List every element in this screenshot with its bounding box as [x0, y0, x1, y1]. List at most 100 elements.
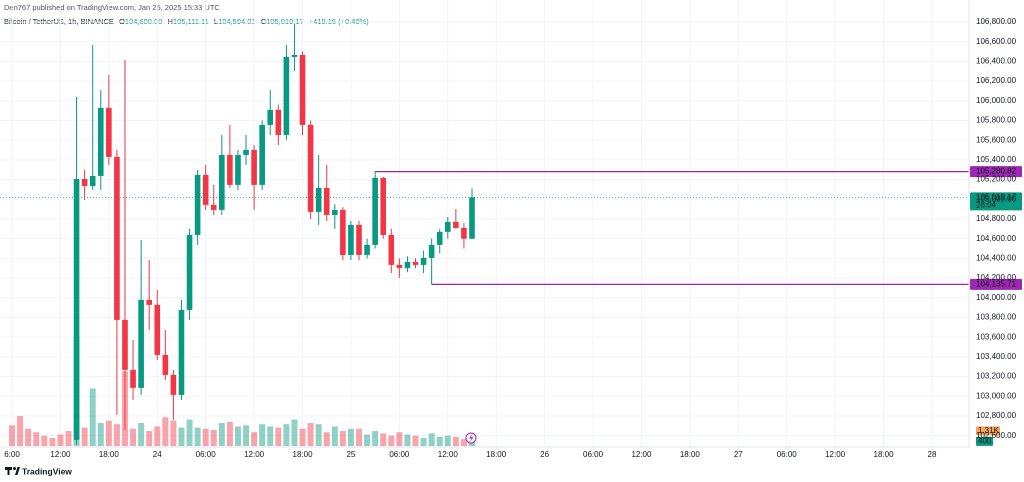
y-tick-label: 104,000.00 — [976, 293, 1017, 302]
volume-bar — [194, 427, 201, 446]
x-tick-label: 06:00 — [777, 450, 798, 459]
countdown: 26:04 — [976, 200, 997, 209]
volume-bar — [234, 426, 241, 446]
volume-bar — [315, 424, 322, 446]
y-tick-label: 106,600.00 — [976, 37, 1017, 46]
volume-bar — [347, 428, 354, 446]
volume-bar — [323, 432, 330, 446]
volume-bar — [65, 431, 72, 446]
volume-bar — [17, 416, 24, 446]
volume-bar — [105, 420, 112, 446]
y-tick-label: 105,400.00 — [976, 155, 1017, 164]
candle-body — [332, 209, 338, 215]
lightning-icon — [465, 432, 477, 444]
candle-body — [194, 174, 201, 235]
x-tick-label: 25 — [346, 450, 355, 459]
candle-body — [154, 304, 161, 355]
tradingview-logo: TradingView — [5, 466, 72, 476]
x-tick-label: 18:00 — [874, 450, 895, 459]
volume-last-label: 400 — [978, 437, 992, 446]
candle-body — [138, 299, 144, 388]
volume-bar — [339, 431, 346, 446]
volume-bar — [9, 425, 15, 446]
volume-bar — [275, 427, 282, 446]
candle-body — [186, 234, 193, 310]
candle-body — [73, 178, 80, 440]
x-tick-label: 27 — [734, 450, 743, 459]
volume-bar — [251, 432, 258, 446]
publisher: Den767 published on TradingView.com, Jan… — [4, 3, 220, 12]
x-tick-label: 18:00 — [293, 450, 314, 459]
volume-bar — [356, 428, 363, 446]
volume-bar — [364, 434, 371, 446]
brand: TradingView — [22, 466, 72, 476]
y-tick-label: 103,600.00 — [976, 332, 1017, 341]
level-box — [970, 278, 1022, 290]
y-tick-label: 104,800.00 — [976, 214, 1017, 223]
y-tick-label: 102,600.00 — [976, 431, 1017, 440]
volume-bar — [452, 436, 459, 446]
volume-bar — [25, 428, 32, 446]
y-tick-label: 106,400.00 — [976, 56, 1017, 65]
volume-bar — [460, 439, 467, 446]
y-tick-label: 105,600.00 — [976, 135, 1017, 144]
x-tick-label: 6:00 — [4, 450, 20, 459]
volume-bar — [130, 428, 137, 446]
x-tick-label: 06:00 — [389, 450, 410, 459]
candle-body — [380, 177, 387, 235]
level-box — [970, 166, 1022, 178]
candle-body — [396, 264, 403, 268]
volume-bar — [436, 436, 443, 446]
x-tick-label: 12:00 — [438, 450, 459, 459]
grid — [0, 0, 969, 447]
candle-body — [259, 124, 265, 185]
candle-body — [469, 197, 475, 239]
volume-bar — [178, 427, 185, 446]
volume-bar — [291, 419, 298, 446]
candle-body — [404, 261, 411, 268]
volume-bar — [186, 419, 193, 446]
candle-body — [210, 204, 217, 210]
level-label: 105,280.82 — [976, 167, 1017, 176]
volume-bar — [33, 432, 40, 446]
y-tick-label: 105,200.00 — [976, 175, 1017, 184]
candle-body — [420, 257, 427, 265]
last-price-box — [970, 192, 1022, 211]
candle-body — [283, 56, 290, 135]
volume-bar — [57, 434, 64, 446]
y-tick-label: 104,400.00 — [976, 253, 1017, 262]
candle-body — [251, 149, 257, 185]
candle-body — [235, 154, 241, 185]
volume-ma-box — [976, 426, 1000, 436]
volume-bar — [226, 421, 233, 446]
y-tick-label: 103,800.00 — [976, 313, 1017, 322]
candle-body — [243, 149, 249, 155]
candle-body — [122, 319, 128, 370]
y-tick-label: 106,200.00 — [976, 76, 1017, 85]
candle-body — [81, 178, 88, 186]
y-tick-label: 102,800.00 — [976, 411, 1017, 420]
volume-bar — [396, 432, 403, 446]
volume-bar — [420, 437, 427, 446]
x-tick-label: 26 — [540, 450, 549, 459]
last-price-label: 105,019.17 — [976, 192, 1017, 201]
y-tick-label: 106,800.00 — [976, 17, 1017, 26]
volume-bar — [444, 435, 451, 446]
volume-bar — [299, 428, 306, 446]
volume-bar — [41, 435, 48, 446]
candle-body — [453, 221, 459, 228]
candle-body — [267, 109, 274, 125]
volume-bar — [412, 435, 419, 446]
candle-body — [275, 109, 282, 135]
volume-bar — [146, 431, 153, 446]
candle-body — [412, 261, 419, 265]
volume-bar — [267, 426, 274, 446]
candle-body — [364, 244, 370, 255]
candle-body — [356, 224, 362, 255]
y-tick-label: 105,000.00 — [976, 194, 1017, 203]
candle-body — [219, 154, 225, 210]
volume-bar — [307, 423, 314, 446]
